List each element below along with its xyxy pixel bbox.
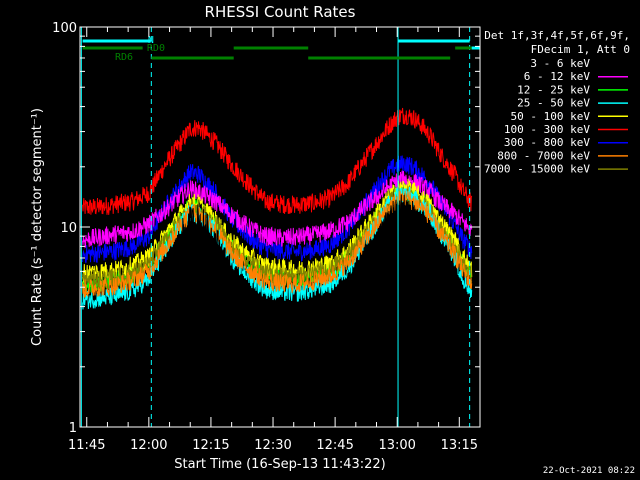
y-axis-label: Count Rate (s⁻¹ detector segment⁻¹) — [30, 108, 45, 346]
x-tick-label: 12:30 — [254, 438, 291, 453]
x-tick-label: 12:45 — [316, 438, 353, 453]
legend-item: 6 - 12 keV — [524, 70, 628, 83]
series-line-6-12keV — [82, 170, 473, 249]
x-axis-label: Start Time (16-Sep-13 11:43:22) — [174, 457, 385, 472]
legend-header-1: Det 1f,3f,4f,5f,6f,9f, — [484, 29, 630, 42]
legend-item: 100 - 300 keV — [504, 123, 628, 136]
legend-item-label: 6 - 12 keV — [524, 70, 591, 83]
legend-item: 7000 - 15000 keV — [484, 163, 628, 176]
legend-item-label: 300 - 800 keV — [504, 136, 590, 149]
x-tick-label: 11:45 — [68, 438, 105, 453]
legend-item: 300 - 800 keV — [504, 136, 628, 149]
rd6-label: RD6 — [115, 52, 133, 63]
series-layer — [82, 107, 473, 358]
series-line-25-50keV — [82, 186, 473, 310]
legend-item-label: 7000 - 15000 keV — [484, 163, 590, 176]
night-marker-label: N — [148, 35, 154, 46]
series-line-3-6keV — [82, 194, 473, 358]
legend-header-2: FDecim 1, Att 0 — [531, 43, 630, 56]
legend-item-label: 25 - 50 keV — [517, 97, 590, 110]
legend-item: 3 - 6 keV — [530, 57, 628, 70]
footer-timestamp: 22-Oct-2021 08:22 — [543, 466, 635, 476]
legend-item-label: 3 - 6 keV — [530, 57, 590, 70]
series-line-300-800keV — [82, 155, 473, 264]
legend-item: 50 - 100 keV — [511, 110, 628, 123]
legend-item-label: 12 - 25 keV — [517, 83, 590, 96]
chart-title: RHESSI Count Rates — [205, 3, 356, 21]
y-tick-label: 1 — [69, 421, 77, 436]
legend-item-label: 100 - 300 keV — [504, 123, 590, 136]
y-tick-label: 10 — [60, 221, 77, 236]
series-line-800-7000keV — [82, 190, 473, 298]
legend-item-label: 800 - 7000 keV — [497, 149, 590, 162]
y-axis: 1 10 100 — [52, 21, 480, 436]
x-axis: 11:45 12:00 12:15 12:30 12:45 13:00 13:15 — [68, 27, 481, 453]
x-tick-label: 13:15 — [441, 438, 478, 453]
legend: Det 1f,3f,4f,5f,6f,9f, FDecim 1, Att 0 3… — [484, 29, 630, 176]
legend-item: 12 - 25 keV — [517, 83, 628, 96]
legend-item: 800 - 7000 keV — [497, 149, 628, 162]
rd0-label: RD0 — [147, 43, 165, 54]
x-tick-label: 12:15 — [192, 438, 229, 453]
x-tick-label: 12:00 — [130, 438, 167, 453]
x-tick-label: 13:00 — [378, 438, 415, 453]
series-line-100-300keV — [82, 107, 473, 215]
legend-item-label: 50 - 100 keV — [511, 110, 591, 123]
legend-item: 25 - 50 keV — [517, 97, 628, 110]
y-tick-label: 100 — [52, 21, 77, 36]
